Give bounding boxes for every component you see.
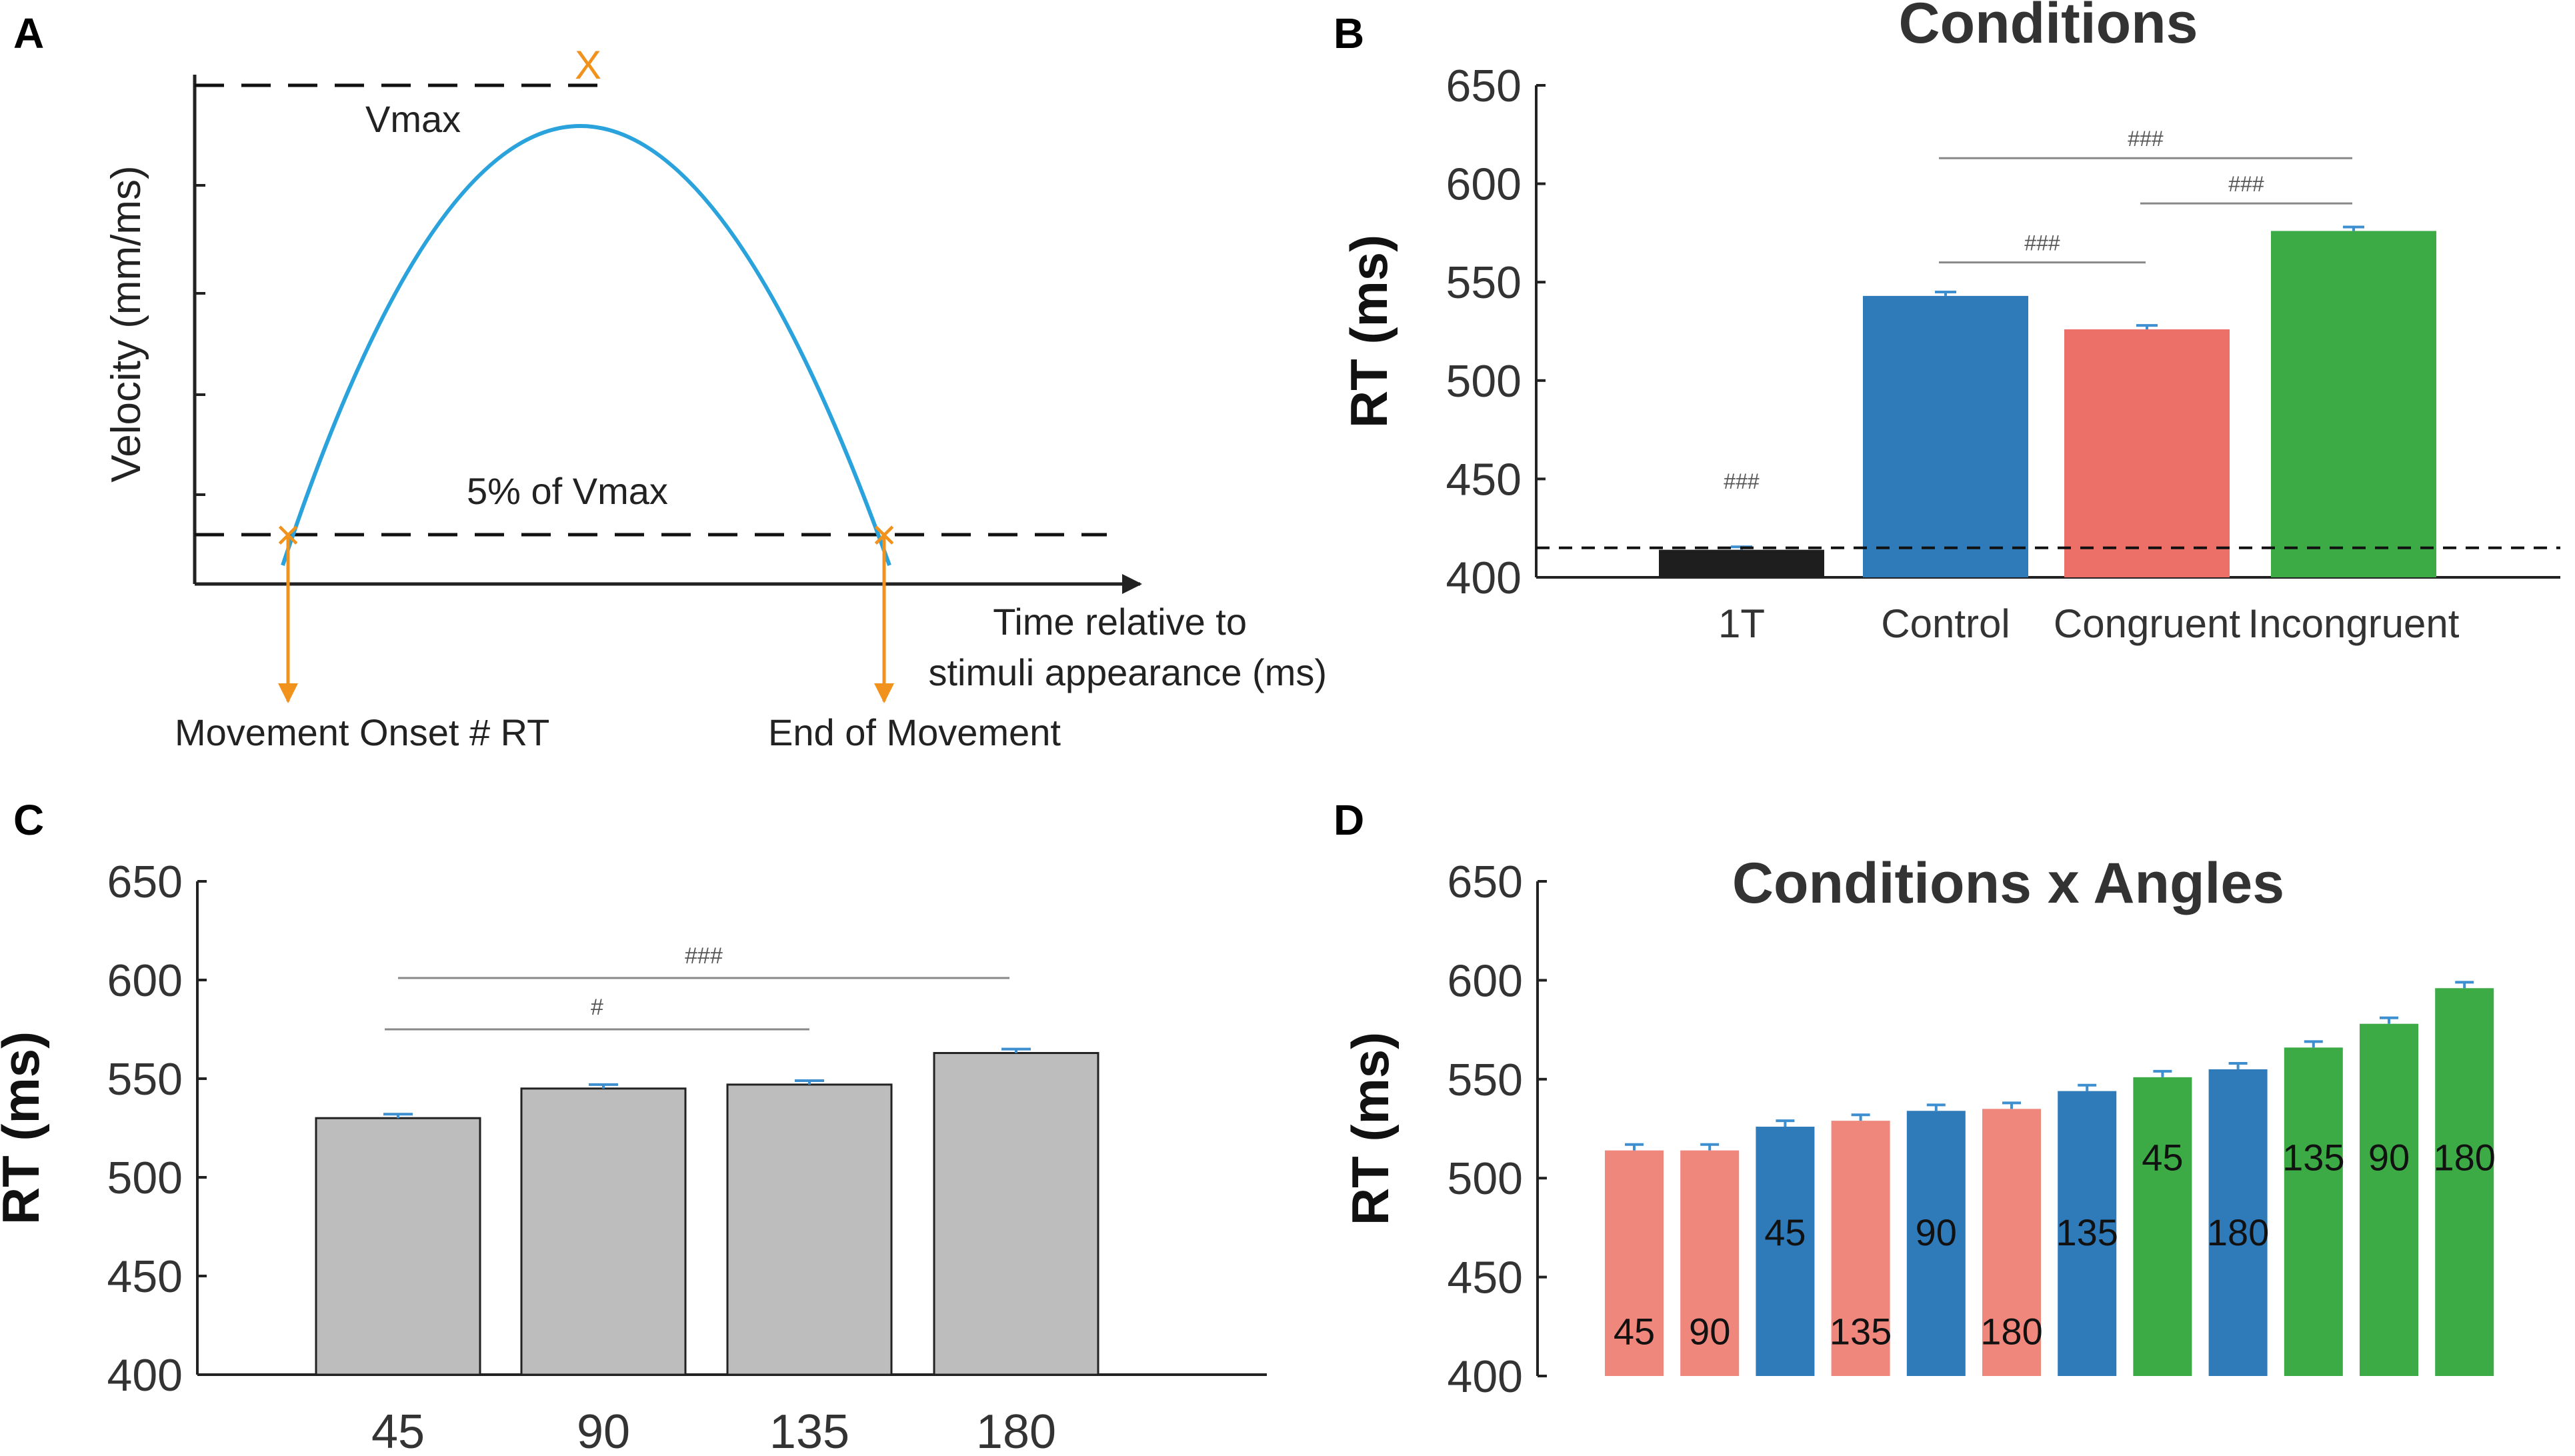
y-tick-label: 450 <box>107 1251 183 1302</box>
conditions-angles-panel: 400 450 500 550 600 650 RT (ms) Conditions x An… <box>1341 851 2496 1402</box>
bar-congruent_d-90 <box>1680 1150 1740 1376</box>
y-tick-label: 450 <box>1446 454 1522 505</box>
x-tick-label: Congruent <box>2054 601 2241 646</box>
bar-angle-90 <box>520 1087 687 1376</box>
bar-control-45 <box>1756 1127 1815 1376</box>
peak-marker: X <box>575 43 601 87</box>
bar-angle-label: 90 <box>2368 1136 2410 1178</box>
panel-label-d: D <box>1334 796 1364 844</box>
bar-angle-label: 45 <box>1614 1311 1655 1353</box>
significance-label: ### <box>2024 231 2060 255</box>
bar-angle-label: 180 <box>2433 1136 2495 1178</box>
bar-congruent_d-135 <box>1831 1121 1890 1376</box>
bar-1t <box>1659 549 1824 577</box>
bar-control-90 <box>1906 1111 1966 1376</box>
bar-angle-180 <box>933 1052 1099 1376</box>
significance-label: ### <box>685 943 723 969</box>
y-tick-label: 650 <box>1446 61 1522 111</box>
bar-congruent_d-45 <box>1605 1150 1664 1376</box>
velocity-x-label-line2: stimuli appearance (ms) <box>928 651 1327 693</box>
bar-angle-label: 45 <box>2142 1136 2183 1178</box>
bar-angle-label: 45 <box>1764 1211 1806 1253</box>
x-tick-label: 45 <box>371 1405 425 1456</box>
y-tick-label: 450 <box>1448 1253 1523 1303</box>
significance-label: ### <box>2228 172 2264 196</box>
bar-angle-label: 135 <box>1830 1311 1892 1353</box>
bar-incongruent-180 <box>2435 988 2494 1376</box>
y-axis-label: RT (ms) <box>1341 1032 1400 1225</box>
y-tick-label: 600 <box>107 955 183 1006</box>
onset-annotation: Movement Onset # RT <box>175 711 549 753</box>
y-tick-label: 500 <box>1446 356 1522 407</box>
velocity-y-label: Velocity (mm/ms) <box>103 165 149 482</box>
y-tick-label: 600 <box>1448 955 1523 1006</box>
chart-title: Conditions x Angles <box>1732 851 2284 915</box>
vmax-label: Vmax <box>365 98 461 140</box>
bar-control-180 <box>2208 1069 2268 1376</box>
bar-angle-label: 135 <box>2056 1211 2118 1253</box>
significance-label: # <box>591 995 603 1020</box>
bar-angle-label: 90 <box>1689 1311 1730 1353</box>
x-tick-label: 1T <box>1718 601 1765 646</box>
y-tick-label: 650 <box>107 857 183 907</box>
bar-angle-label: 135 <box>2282 1136 2344 1178</box>
bar-congruent <box>2064 329 2230 577</box>
chart-title: Conditions <box>1898 0 2198 55</box>
bar-angle-135 <box>726 1083 893 1376</box>
velocity-profile-panel: X × × Vmax 5% of Vmax Velocity (mm/ms) T… <box>103 43 1327 753</box>
panel-label-b: B <box>1334 9 1364 57</box>
x-tick-label: Incongruent <box>2248 601 2460 646</box>
threshold-label: 5% of Vmax <box>467 470 668 512</box>
velocity-curve <box>281 124 891 567</box>
y-tick-label: 400 <box>1448 1351 1523 1402</box>
y-tick-label: 500 <box>107 1153 183 1203</box>
bar-incongruent-135 <box>2284 1047 2343 1376</box>
x-tick-label: 135 <box>769 1405 849 1456</box>
conditions-panel: 400 450 500 550 600 650 RT (ms) Conditions 1T Con… <box>1340 0 2560 646</box>
bar-incongruent-45 <box>2133 1077 2192 1376</box>
y-tick-label: 400 <box>1446 553 1522 603</box>
y-tick-label: 650 <box>1448 857 1523 907</box>
bar-control-135 <box>2058 1091 2117 1376</box>
bar-congruent_d-180 <box>1982 1109 2041 1376</box>
y-tick-label: 550 <box>107 1054 183 1105</box>
bar-incongruent <box>2271 231 2436 577</box>
x-tick-label: 90 <box>577 1405 630 1456</box>
y-axis-label: RT (ms) <box>1340 235 1398 428</box>
significance-label: ### <box>1724 469 1760 493</box>
panel-label-c: C <box>13 796 44 844</box>
panel-label-a: A <box>13 9 44 57</box>
y-tick-label: 600 <box>1446 159 1522 210</box>
y-tick-label: 500 <box>1448 1153 1523 1204</box>
y-tick-label: 400 <box>107 1350 183 1401</box>
x-tick-label: 180 <box>976 1405 1056 1456</box>
bar-angle-label: 180 <box>2207 1211 2269 1253</box>
x-tick-label: Control <box>1881 601 2010 646</box>
bar-control <box>1863 295 2028 577</box>
bar-angle-label: 180 <box>1980 1311 2042 1353</box>
end-annotation: End of Movement <box>768 711 1061 753</box>
bar-incongruent-90 <box>2360 1023 2418 1376</box>
bar-angle-label: 90 <box>1916 1211 1957 1253</box>
velocity-x-label-line1: Time relative to <box>993 601 1247 643</box>
y-axis-label: RT (ms) <box>0 1031 50 1225</box>
y-tick-label: 550 <box>1446 257 1522 308</box>
y-tick-label: 550 <box>1448 1055 1523 1105</box>
significance-label: ### <box>2128 127 2164 151</box>
bar-angle-45 <box>315 1117 481 1376</box>
